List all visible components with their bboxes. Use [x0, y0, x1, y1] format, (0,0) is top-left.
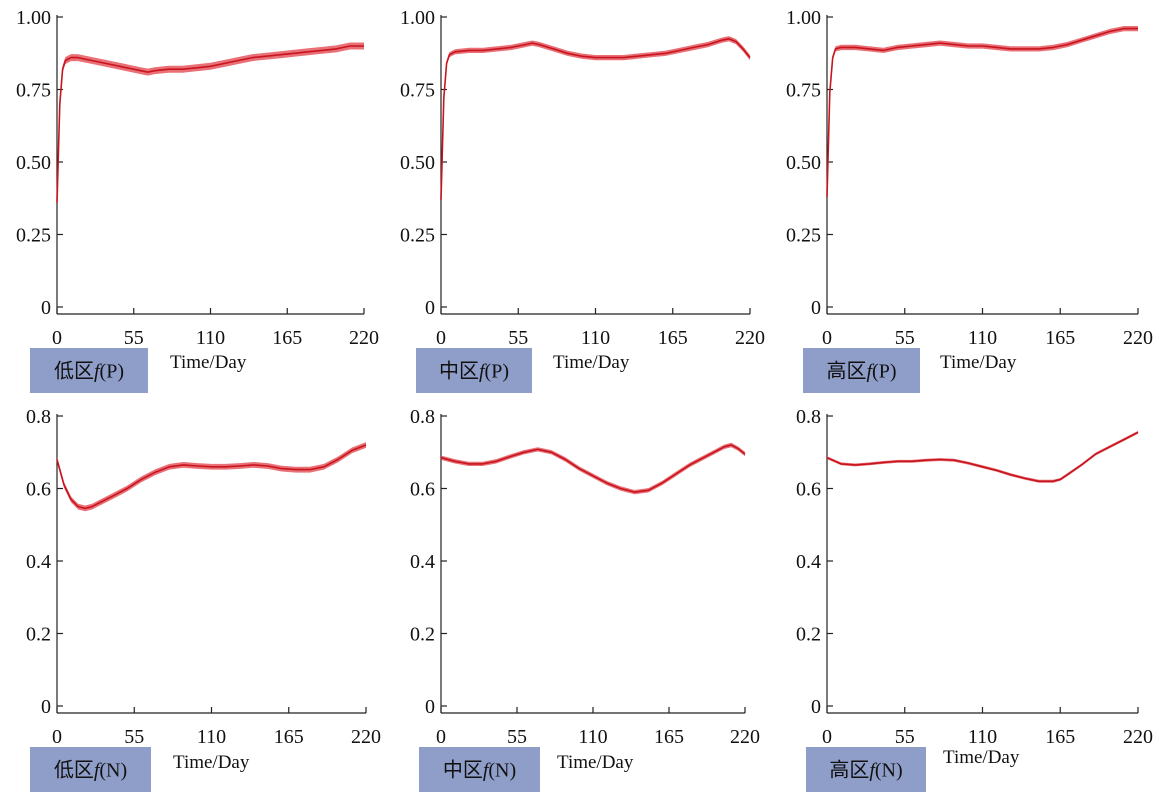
x-tick-label: 220 — [730, 726, 760, 748]
series-line — [440, 38, 751, 200]
panel-tag-label: 高区f(P) — [826, 360, 896, 383]
y-tick-label: 0.50 — [400, 152, 435, 174]
x-tick-label: 110 — [581, 327, 610, 349]
y-tick-label: 0 — [811, 297, 821, 319]
x-axis-label: Time/Day — [553, 352, 630, 373]
series-line — [56, 45, 364, 203]
x-tick-label: 55 — [124, 327, 144, 349]
series-band — [57, 42, 364, 207]
panel-tag-label: 中区f(N) — [443, 759, 516, 782]
panel-tag-label: 低区f(P) — [54, 360, 124, 383]
y-tick-label: 0 — [41, 696, 51, 718]
chart-panel-2: 0 0.25 0.50 0.75 1.00 0 55 110 165 220 中区f(P) Time/… — [400, 7, 765, 393]
y-tick-label: 0.4 — [26, 551, 51, 573]
chart-panel-4: 0 0.2 0.4 0.6 0.8 0 55 110 165 220 低区f(N) Time/Day — [26, 406, 381, 792]
y-tick-label: 0.8 — [26, 406, 51, 428]
x-tick-label: 165 — [1045, 327, 1075, 349]
y-tick-label: 0.6 — [796, 479, 821, 501]
x-tick-label: 165 — [272, 327, 302, 349]
series-line — [826, 431, 1139, 483]
series-line — [440, 444, 746, 493]
x-tick-label: 110 — [968, 726, 997, 748]
chart-panel-1: 0 0.25 0.50 0.75 1.00 0 55 110 165 220 低区f(P) Time/… — [16, 7, 379, 393]
series-band — [827, 26, 1138, 200]
y-tick-label: 0.50 — [16, 152, 51, 174]
x-tick-label: 165 — [654, 726, 684, 748]
y-tick-label: 0.2 — [796, 624, 821, 646]
x-tick-label: 0 — [52, 726, 62, 748]
y-tick-label: 0.25 — [786, 225, 821, 247]
panel-tag-box — [803, 348, 920, 393]
x-tick-label: 0 — [822, 726, 832, 748]
y-tick-label: 0.2 — [26, 624, 51, 646]
x-tick-label: 55 — [124, 726, 144, 748]
y-tick-label: 0.4 — [410, 551, 435, 573]
y-tick-label: 0.75 — [16, 80, 51, 102]
x-tick-label: 55 — [895, 726, 915, 748]
y-tick-label: 0.50 — [786, 152, 821, 174]
panel-tag-label: 中区f(P) — [439, 360, 509, 383]
panel-tag-label: 低区f(N) — [54, 759, 127, 782]
chart-panel-3: 0 0.25 0.50 0.75 1.00 0 55 110 165 220 高区f(P) Time/… — [786, 7, 1153, 393]
y-tick-label: 0.4 — [796, 551, 821, 573]
y-tick-label: 1.00 — [400, 7, 435, 29]
x-axis-label: Time/Day — [170, 352, 247, 373]
x-tick-label: 110 — [578, 726, 607, 748]
x-axis-label: Time/Day — [557, 752, 634, 773]
chart-panel-5: 0 0.2 0.4 0.6 0.8 0 55 110 165 220 中区f(N) Time/Day — [410, 406, 760, 792]
x-tick-label: 0 — [822, 327, 832, 349]
x-tick-label: 220 — [349, 327, 379, 349]
y-tick-label: 0.8 — [796, 406, 821, 428]
x-tick-label: 0 — [52, 327, 62, 349]
x-tick-label: 165 — [274, 726, 304, 748]
panel-tag-box — [806, 747, 926, 792]
panel-tag-box — [419, 747, 540, 792]
y-tick-label: 0.2 — [410, 624, 435, 646]
x-tick-label: 220 — [1123, 726, 1153, 748]
y-tick-label: 0.8 — [410, 406, 435, 428]
series-band — [441, 36, 750, 203]
x-tick-label: 55 — [508, 327, 528, 349]
x-tick-label: 220 — [735, 327, 765, 349]
chart-panel-6: 0 0.2 0.4 0.6 0.8 0 55 110 165 220 高区f(N) Time/Day — [796, 406, 1153, 792]
panel-tag-label: 高区f(N) — [829, 759, 902, 782]
panel-tag-box — [30, 747, 151, 792]
x-tick-label: 110 — [196, 327, 225, 349]
y-tick-label: 0.25 — [16, 225, 51, 247]
y-tick-label: 0 — [425, 696, 435, 718]
series-line — [826, 27, 1138, 197]
x-tick-label: 110 — [197, 726, 226, 748]
x-tick-label: 0 — [436, 726, 446, 748]
series-band — [441, 442, 745, 495]
x-tick-label: 165 — [1045, 726, 1075, 748]
y-tick-label: 0 — [41, 297, 51, 319]
y-tick-label: 0.75 — [400, 80, 435, 102]
x-tick-label: 220 — [351, 726, 381, 748]
y-tick-label: 0.75 — [786, 80, 821, 102]
x-tick-label: 0 — [436, 327, 446, 349]
y-tick-label: 0.25 — [400, 225, 435, 247]
x-axis-label: Time/Day — [173, 752, 250, 773]
x-axis-label: Time/Day — [943, 747, 1020, 768]
x-tick-label: 55 — [507, 726, 527, 748]
panel-tag-box — [30, 348, 148, 393]
y-tick-label: 0.6 — [410, 479, 435, 501]
x-tick-label: 220 — [1123, 327, 1153, 349]
y-tick-label: 1.00 — [786, 7, 821, 29]
y-tick-label: 1.00 — [16, 7, 51, 29]
y-tick-label: 0.6 — [26, 479, 51, 501]
y-tick-label: 0 — [811, 696, 821, 718]
x-tick-label: 165 — [658, 327, 688, 349]
x-tick-label: 110 — [968, 327, 997, 349]
x-tick-label: 55 — [895, 327, 915, 349]
panel-tag-box — [416, 348, 532, 393]
y-tick-label: 0 — [425, 297, 435, 319]
x-axis-label: Time/Day — [940, 352, 1017, 373]
series-line — [56, 444, 367, 510]
